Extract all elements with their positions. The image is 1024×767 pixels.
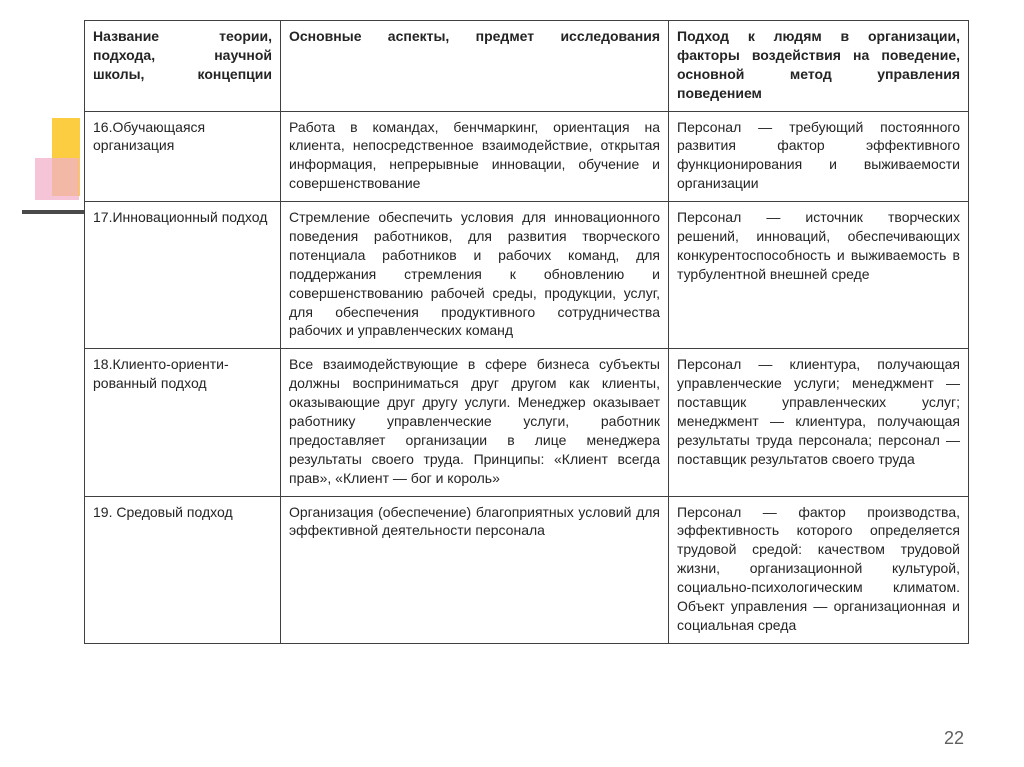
theories-table: Название теории, подхода, научной школы,… [84, 20, 969, 644]
cell-name: 17.Инновационный подход [85, 202, 281, 349]
table-row: 18.Клиенто-ориенти-рованный подход Все в… [85, 349, 969, 496]
header-col1: Название теории, подхода, научной школы,… [85, 21, 281, 112]
cell-aspects: Стремление обеспечить условия для иннова… [281, 202, 669, 349]
decor-dark-line [22, 210, 84, 214]
cell-name: 18.Клиенто-ориенти-рованный подход [85, 349, 281, 496]
header-col3: Подход к людям в организации, факторы во… [669, 21, 969, 112]
cell-aspects: Работа в командах, бенчмаркинг, ориентац… [281, 111, 669, 202]
cell-aspects: Все взаимодействующие в сфере бизнеса су… [281, 349, 669, 496]
cell-approach: Персонал — источник творческих решений, … [669, 202, 969, 349]
cell-approach: Персонал — клиентура, получающая управле… [669, 349, 969, 496]
cell-name: 19. Средовый подход [85, 496, 281, 643]
cell-approach: Персонал — фактор производства, эффектив… [669, 496, 969, 643]
decor-pink-block [35, 158, 79, 200]
table-row: 19. Средовый подход Организация (обеспеч… [85, 496, 969, 643]
cell-approach: Персонал — требующий постоянного развити… [669, 111, 969, 202]
table-row: 17.Инновационный подход Стремление обесп… [85, 202, 969, 349]
header-col2: Основные аспекты, предмет исследования [281, 21, 669, 112]
table-header-row: Название теории, подхода, научной школы,… [85, 21, 969, 112]
table-row: 16.Обучающаяся организация Работа в кома… [85, 111, 969, 202]
cell-aspects: Организация (обеспечение) благоприятных … [281, 496, 669, 643]
page-number: 22 [944, 728, 964, 749]
cell-name: 16.Обучающаяся организация [85, 111, 281, 202]
